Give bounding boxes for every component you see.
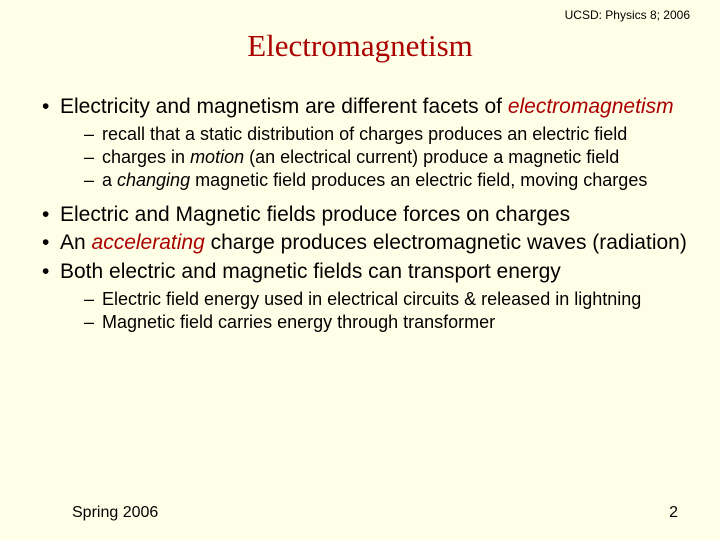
dash-marker: – [84, 147, 102, 169]
slide-title: Electromagnetism [28, 28, 692, 64]
bullet-marker: • [42, 259, 60, 285]
bullet-marker: • [42, 94, 60, 120]
sub-bullet-item: –Electric field energy used in electrica… [84, 289, 692, 311]
bullet-item: •Electric and Magnetic fields produce fo… [42, 202, 692, 228]
text-segment: (an electrical current) produce a magnet… [244, 147, 619, 167]
bullet-item: •Electricity and magnetism are different… [42, 94, 692, 192]
course-header: UCSD: Physics 8; 2006 [565, 8, 690, 22]
dash-marker: – [84, 170, 102, 192]
sub-bullet-text: Magnetic field carries energy through tr… [102, 312, 495, 334]
dash-marker: – [84, 289, 102, 311]
text-segment: Electric and Magnetic fields produce for… [60, 203, 570, 226]
bullet-marker: • [42, 230, 60, 256]
sub-bullet-item: –charges in motion (an electrical curren… [84, 147, 692, 169]
bullet-item: •Both electric and magnetic fields can t… [42, 259, 692, 334]
text-segment: accelerating [92, 231, 205, 254]
dash-marker: – [84, 124, 102, 146]
sub-bullet-item: –recall that a static distribution of ch… [84, 124, 692, 146]
bullet-text: An accelerating charge produces electrom… [60, 230, 687, 256]
sub-bullet-list: –recall that a static distribution of ch… [42, 124, 692, 192]
sub-bullet-text: charges in motion (an electrical current… [102, 147, 619, 169]
text-segment: charge produces electromagnetic waves (r… [205, 231, 687, 254]
text-segment: Both electric and magnetic fields can tr… [60, 260, 561, 283]
bullet-text: Both electric and magnetic fields can tr… [60, 259, 561, 285]
text-segment: recall that a static distribution of cha… [102, 124, 627, 144]
text-segment: a [102, 170, 117, 190]
sub-bullet-item: –a changing magnetic field produces an e… [84, 170, 692, 192]
sub-bullet-text: recall that a static distribution of cha… [102, 124, 627, 146]
footer-page-number: 2 [669, 504, 678, 522]
text-segment: Electricity and magnetism are different … [60, 95, 508, 118]
text-segment: magnetic field produces an electric fiel… [190, 170, 647, 190]
sub-bullet-text: a changing magnetic field produces an el… [102, 170, 647, 192]
text-segment: electromagnetism [508, 95, 674, 118]
bullet-item: •An accelerating charge produces electro… [42, 230, 692, 256]
sub-bullet-list: –Electric field energy used in electrica… [42, 289, 692, 334]
bullet-list: •Electricity and magnetism are different… [28, 94, 692, 334]
text-segment: changing [117, 170, 190, 190]
text-segment: charges in [102, 147, 190, 167]
text-segment: Magnetic field carries energy through tr… [102, 312, 495, 332]
text-segment: Electric field energy used in electrical… [102, 289, 641, 309]
bullet-text: Electricity and magnetism are different … [60, 94, 674, 120]
sub-bullet-text: Electric field energy used in electrical… [102, 289, 641, 311]
bullet-text: Electric and Magnetic fields produce for… [60, 202, 570, 228]
text-segment: An [60, 231, 92, 254]
text-segment: motion [190, 147, 244, 167]
slide-footer: Spring 2006 2 [0, 504, 720, 522]
sub-bullet-item: –Magnetic field carries energy through t… [84, 312, 692, 334]
dash-marker: – [84, 312, 102, 334]
bullet-marker: • [42, 202, 60, 228]
footer-term: Spring 2006 [72, 504, 158, 522]
